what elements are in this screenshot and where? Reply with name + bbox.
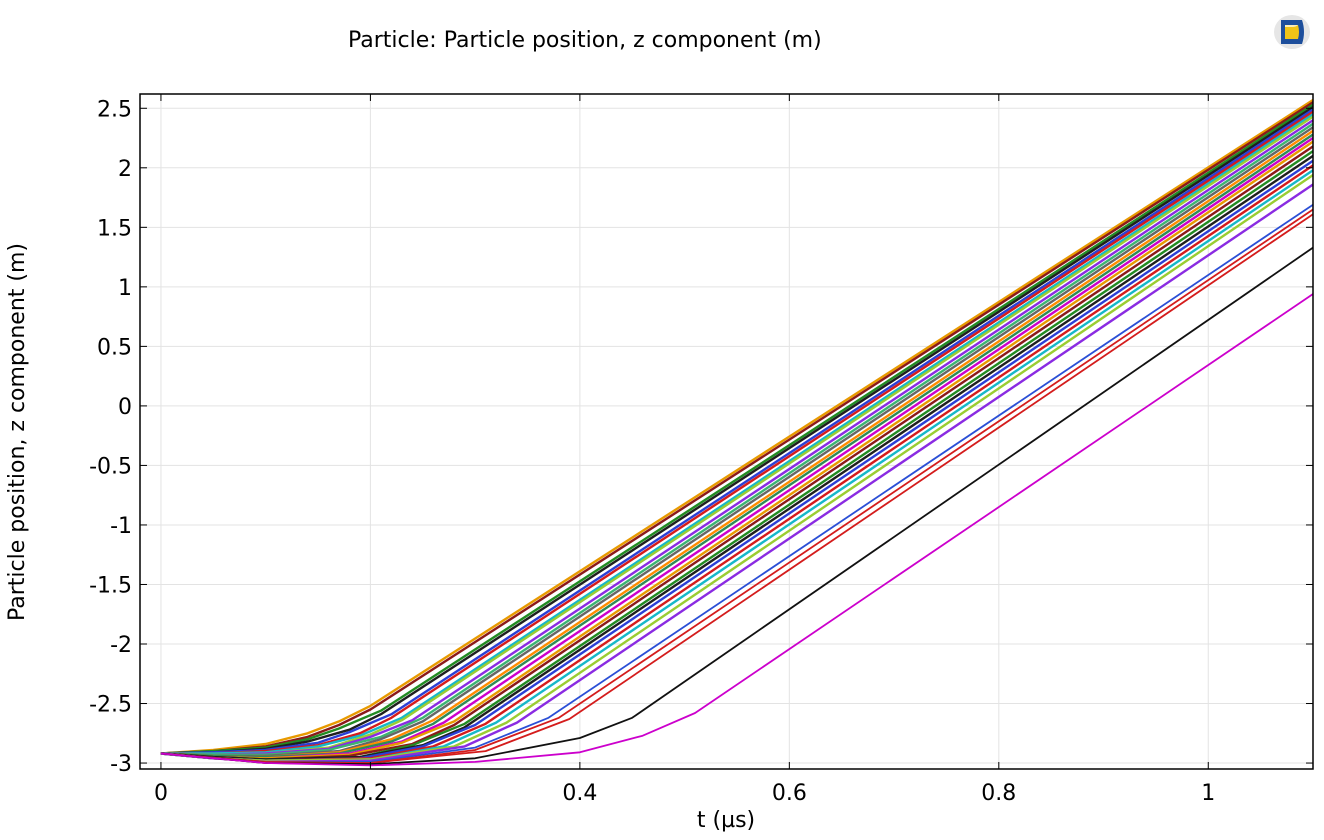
chart-title: Particle: Particle position, z component… xyxy=(348,28,822,53)
y-tick-labels: 2.5 2 1.5 1 0.5 0 -0.5 -1 -1.5 -2 -2.5 -3 xyxy=(89,97,132,777)
y-tick-label: 1.5 xyxy=(97,216,132,241)
y-tick-label: 2 xyxy=(118,157,132,182)
x-tick-label: 0 xyxy=(154,781,168,806)
x-tick-label: 1 xyxy=(1201,781,1215,806)
series-line xyxy=(160,101,1314,755)
series-line xyxy=(160,110,1314,755)
x-tick-label: 0.4 xyxy=(562,781,597,806)
y-tick-label: -1.5 xyxy=(89,573,132,598)
series-line xyxy=(160,103,1314,755)
y-axis-label: Particle position, z component (m) xyxy=(5,243,30,621)
x-tick-label: 0.8 xyxy=(981,781,1016,806)
tick-marks xyxy=(140,94,1313,769)
series-line xyxy=(160,106,1314,755)
y-tick-label: 2.5 xyxy=(97,97,132,122)
y-tick-label: -1 xyxy=(110,514,132,539)
x-tick-label: 0.2 xyxy=(353,781,388,806)
plot-frame xyxy=(139,93,1314,770)
y-tick-label: 0 xyxy=(118,395,132,420)
x-axis-label: t (µs) xyxy=(697,808,755,833)
y-tick-label: -3 xyxy=(110,752,132,777)
series-line xyxy=(160,208,1314,764)
y-tick-label: -2 xyxy=(110,633,132,658)
series-line xyxy=(160,293,1314,767)
x-tick-labels: 0 0.2 0.4 0.6 0.8 1 xyxy=(154,781,1215,806)
x-tick-label: 0.6 xyxy=(772,781,807,806)
y-tick-label: -2.5 xyxy=(89,693,132,718)
series-line xyxy=(160,119,1314,756)
series-line xyxy=(160,98,1314,755)
grid-lines xyxy=(140,94,1313,769)
y-tick-label: -0.5 xyxy=(89,454,132,479)
y-tick-label: 0.5 xyxy=(97,335,132,360)
series-line xyxy=(160,108,1314,755)
series-layer xyxy=(160,98,1314,767)
y-tick-label: 1 xyxy=(118,276,132,301)
app-logo-icon xyxy=(1270,10,1314,54)
